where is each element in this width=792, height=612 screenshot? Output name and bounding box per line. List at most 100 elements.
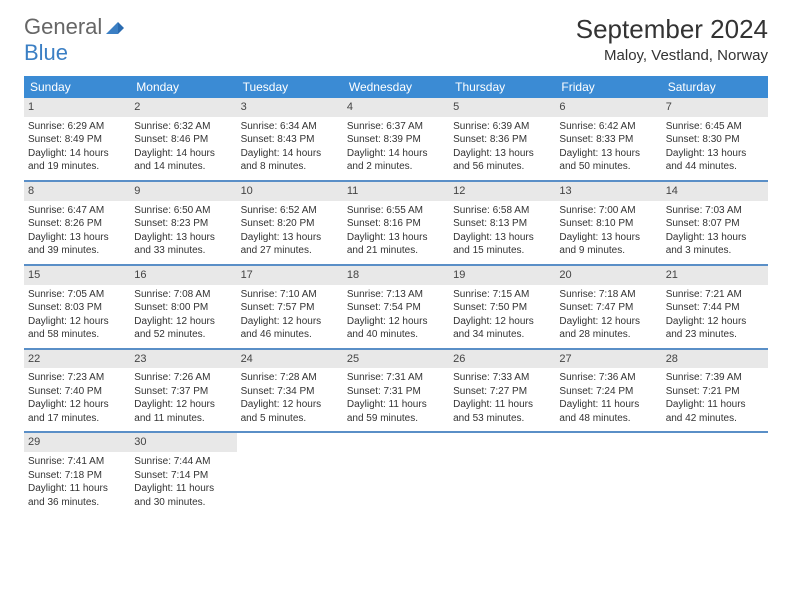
day-number: 12 <box>449 182 555 201</box>
day-number: 9 <box>130 182 236 201</box>
day-sunrise: Sunrise: 6:39 AM <box>453 120 551 134</box>
day-sunrise: Sunrise: 7:08 AM <box>134 288 232 302</box>
day-daylight: Daylight: 13 hours and 33 minutes. <box>134 231 232 258</box>
week-row: 15Sunrise: 7:05 AMSunset: 8:03 PMDayligh… <box>24 266 768 350</box>
day-number: 18 <box>343 266 449 285</box>
day-cell: 26Sunrise: 7:33 AMSunset: 7:27 PMDayligh… <box>449 350 555 432</box>
day-cell: 29 Sunrise: 7:41 AMSunset: 7:18 PMDayligh… <box>24 433 130 515</box>
page-header: General September 2024 Maloy, Vestland, … <box>0 0 792 68</box>
day-daylight: Daylight: 12 hours and 5 minutes. <box>241 398 339 425</box>
day-sunrise: Sunrise: 7:00 AM <box>559 204 657 218</box>
day-cell: 17Sunrise: 7:10 AMSunset: 7:57 PMDayligh… <box>237 266 343 348</box>
day-sunset: Sunset: 8:49 PM <box>28 133 126 147</box>
day-cell: 9Sunrise: 6:50 AMSunset: 8:23 PMDaylight… <box>130 182 236 264</box>
day-cell: 5Sunrise: 6:39 AMSunset: 8:36 PMDaylight… <box>449 98 555 180</box>
day-daylight: Daylight: 13 hours and 21 minutes. <box>347 231 445 258</box>
day-sunset: Sunset: 8:10 PM <box>559 217 657 231</box>
day-sunrise: Sunrise: 6:37 AM <box>347 120 445 134</box>
weekday-header: Monday <box>130 76 236 98</box>
day-sunrise: Sunrise: 7:41 AM <box>28 455 126 469</box>
day-number: 19 <box>449 266 555 285</box>
day-daylight: Daylight: 14 hours and 19 minutes. <box>28 147 126 174</box>
day-cell: 13Sunrise: 7:00 AMSunset: 8:10 PMDayligh… <box>555 182 661 264</box>
day-sunrise: Sunrise: 7:36 AM <box>559 371 657 385</box>
day-number: 10 <box>237 182 343 201</box>
day-sunrise: Sunrise: 7:33 AM <box>453 371 551 385</box>
day-sunset: Sunset: 7:57 PM <box>241 301 339 315</box>
weekday-header: Wednesday <box>343 76 449 98</box>
day-cell: 2Sunrise: 6:32 AMSunset: 8:46 PMDaylight… <box>130 98 236 180</box>
day-daylight: Daylight: 13 hours and 56 minutes. <box>453 147 551 174</box>
day-number: 16 <box>130 266 236 285</box>
day-sunrise: Sunrise: 6:55 AM <box>347 204 445 218</box>
day-cell: 24Sunrise: 7:28 AMSunset: 7:34 PMDayligh… <box>237 350 343 432</box>
day-daylight: Daylight: 13 hours and 15 minutes. <box>453 231 551 258</box>
day-number: 15 <box>24 266 130 285</box>
day-number: 29 <box>24 433 130 452</box>
day-number: 7 <box>662 98 768 117</box>
day-number: 1 <box>24 98 130 117</box>
week-row: 1Sunrise: 6:29 AMSunset: 8:49 PMDaylight… <box>24 98 768 182</box>
day-daylight: Daylight: 11 hours and 36 minutes. <box>28 482 126 509</box>
day-sunrise: Sunrise: 7:10 AM <box>241 288 339 302</box>
day-sunrise: Sunrise: 7:44 AM <box>134 455 232 469</box>
day-cell: 25Sunrise: 7:31 AMSunset: 7:31 PMDayligh… <box>343 350 449 432</box>
day-daylight: Daylight: 11 hours and 30 minutes. <box>134 482 232 509</box>
day-number: 8 <box>24 182 130 201</box>
day-cell: 30Sunrise: 7:44 AMSunset: 7:14 PMDayligh… <box>130 433 236 515</box>
weekday-header: Friday <box>555 76 661 98</box>
day-number: 3 <box>237 98 343 117</box>
weekday-header: Thursday <box>449 76 555 98</box>
day-daylight: Daylight: 14 hours and 8 minutes. <box>241 147 339 174</box>
day-sunset: Sunset: 7:18 PM <box>28 469 126 483</box>
day-daylight: Daylight: 12 hours and 34 minutes. <box>453 315 551 342</box>
day-sunset: Sunset: 8:07 PM <box>666 217 764 231</box>
day-number: 14 <box>662 182 768 201</box>
day-sunrise: Sunrise: 7:21 AM <box>666 288 764 302</box>
day-sunrise: Sunrise: 6:32 AM <box>134 120 232 134</box>
day-number: 28 <box>662 350 768 369</box>
day-sunrise: Sunrise: 6:45 AM <box>666 120 764 134</box>
day-cell: 3Sunrise: 6:34 AMSunset: 8:43 PMDaylight… <box>237 98 343 180</box>
month-title: September 2024 <box>576 14 768 45</box>
day-cell: 8Sunrise: 6:47 AMSunset: 8:26 PMDaylight… <box>24 182 130 264</box>
day-sunset: Sunset: 8:16 PM <box>347 217 445 231</box>
day-sunset: Sunset: 8:13 PM <box>453 217 551 231</box>
calendar: Sunday Monday Tuesday Wednesday Thursday… <box>24 76 768 515</box>
day-sunrise: Sunrise: 6:58 AM <box>453 204 551 218</box>
day-daylight: Daylight: 13 hours and 3 minutes. <box>666 231 764 258</box>
day-daylight: Daylight: 11 hours and 42 minutes. <box>666 398 764 425</box>
day-sunset: Sunset: 7:44 PM <box>666 301 764 315</box>
day-cell: 14Sunrise: 7:03 AMSunset: 8:07 PMDayligh… <box>662 182 768 264</box>
day-daylight: Daylight: 12 hours and 40 minutes. <box>347 315 445 342</box>
day-cell: 23Sunrise: 7:26 AMSunset: 7:37 PMDayligh… <box>130 350 236 432</box>
weekday-header: Saturday <box>662 76 768 98</box>
day-daylight: Daylight: 12 hours and 11 minutes. <box>134 398 232 425</box>
day-number: 20 <box>555 266 661 285</box>
day-number: 6 <box>555 98 661 117</box>
day-cell: 11 Sunrise: 6:55 AMSunset: 8:16 PMDayligh… <box>343 182 449 264</box>
day-number: 23 <box>130 350 236 369</box>
day-sunrise: Sunrise: 7:23 AM <box>28 371 126 385</box>
weeks-container: 1Sunrise: 6:29 AMSunset: 8:49 PMDaylight… <box>24 98 768 515</box>
day-number: 11 <box>343 182 449 201</box>
day-number: 22 <box>24 350 130 369</box>
day-number: 4 <box>343 98 449 117</box>
day-daylight: Daylight: 13 hours and 39 minutes. <box>28 231 126 258</box>
day-sunset: Sunset: 7:21 PM <box>666 385 764 399</box>
day-daylight: Daylight: 13 hours and 9 minutes. <box>559 231 657 258</box>
weekday-header: Tuesday <box>237 76 343 98</box>
day-sunset: Sunset: 7:27 PM <box>453 385 551 399</box>
logo-text-blue: Blue <box>24 40 68 66</box>
day-sunrise: Sunrise: 7:18 AM <box>559 288 657 302</box>
day-cell: 19Sunrise: 7:15 AMSunset: 7:50 PMDayligh… <box>449 266 555 348</box>
day-daylight: Daylight: 11 hours and 59 minutes. <box>347 398 445 425</box>
day-number: 5 <box>449 98 555 117</box>
day-daylight: Daylight: 13 hours and 44 minutes. <box>666 147 764 174</box>
day-sunrise: Sunrise: 6:47 AM <box>28 204 126 218</box>
day-sunrise: Sunrise: 7:31 AM <box>347 371 445 385</box>
day-sunset: Sunset: 8:30 PM <box>666 133 764 147</box>
day-sunset: Sunset: 7:31 PM <box>347 385 445 399</box>
day-daylight: Daylight: 13 hours and 50 minutes. <box>559 147 657 174</box>
day-daylight: Daylight: 13 hours and 27 minutes. <box>241 231 339 258</box>
